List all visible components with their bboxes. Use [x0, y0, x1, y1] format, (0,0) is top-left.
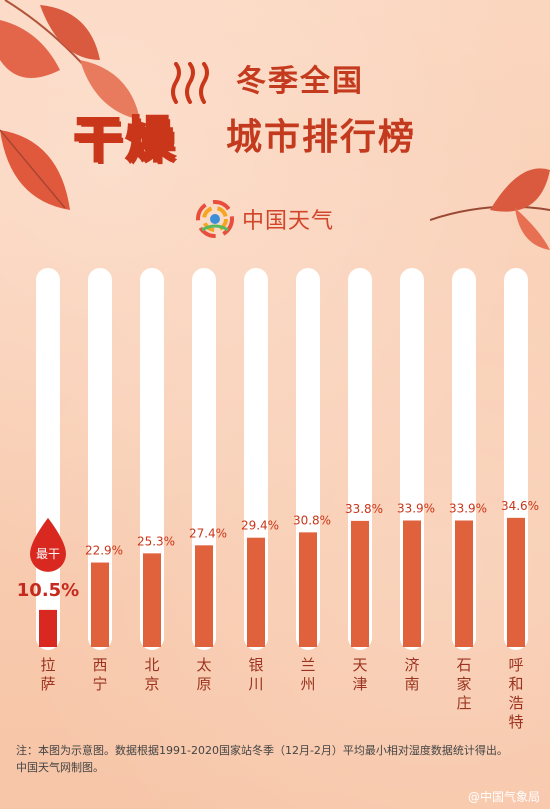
value-label-3: 27.4% — [189, 526, 227, 540]
category-label-2-0: 北 — [144, 656, 159, 674]
category-label-1-1: 宁 — [92, 675, 107, 693]
value-label-6: 33.8% — [345, 502, 383, 516]
brand: 中国天气 — [196, 200, 334, 238]
bar-7 — [403, 520, 421, 647]
heat-waves-icon — [171, 62, 209, 104]
category-label-3-1: 原 — [196, 675, 211, 693]
value-label-7: 33.9% — [397, 502, 435, 516]
category-label-9-2: 浩 — [508, 694, 523, 712]
bar-6 — [351, 520, 369, 647]
tube-1 — [88, 268, 112, 650]
value-label-5: 30.8% — [293, 513, 331, 527]
category-label-4-1: 川 — [248, 675, 263, 693]
drop-icon — [30, 517, 66, 572]
weather-china-logo-icon — [196, 200, 234, 238]
value-label-9: 34.6% — [501, 499, 539, 513]
value-label-2: 25.3% — [137, 534, 175, 548]
category-label-5-1: 州 — [300, 675, 315, 693]
category-label-6-0: 天 — [352, 656, 367, 674]
title-dry: 干燥 — [72, 111, 179, 170]
bar-0 — [39, 609, 57, 647]
value-label-8: 33.9% — [449, 502, 487, 516]
footnote-line1: 注：本图为示意图。数据根据1991-2020国家站冬季（12月-2月）平均最小相… — [16, 744, 508, 757]
bar-3 — [195, 545, 213, 647]
dryness-bar-chart: 最干 10.5% 拉萨 22.9% 西宁 25.3% 北京 27.4% 太原 29.4% 银川 30.… — [17, 268, 539, 731]
category-label-8-2: 庄 — [456, 694, 471, 712]
leaf-top-left-icon — [0, 0, 140, 120]
category-label-9-1: 和 — [508, 675, 523, 693]
bar-1 — [91, 562, 109, 647]
footnote: 注：本图为示意图。数据根据1991-2020国家站冬季（12月-2月）平均最小相… — [16, 742, 536, 776]
category-label-7-0: 济 — [404, 656, 419, 674]
brand-name: 中国天气 — [242, 209, 335, 234]
category-label-9-3: 特 — [508, 713, 523, 731]
category-label-1-0: 西 — [92, 656, 107, 674]
title-rest: 城市排行榜 — [226, 117, 417, 158]
category-label-0-1: 萨 — [40, 675, 55, 693]
category-label-7-1: 南 — [404, 675, 419, 693]
footnote-line2: 中国天气网制图。 — [16, 761, 104, 774]
category-label-8-0: 石 — [456, 656, 471, 674]
credit: @中国气象局 — [467, 790, 540, 804]
bar-8 — [455, 520, 473, 647]
leaf-right-icon — [430, 168, 550, 250]
category-label-0-0: 拉 — [40, 656, 55, 674]
category-label-2-1: 京 — [144, 675, 159, 693]
highlight-label: 最干 — [36, 547, 60, 561]
bar-9 — [507, 517, 525, 647]
leaf-left-icon — [0, 129, 70, 210]
bar-5 — [299, 532, 317, 647]
category-label-9-0: 呼 — [508, 656, 523, 674]
category-label-8-1: 家 — [456, 675, 471, 693]
bar-4 — [247, 537, 265, 647]
value-label-4: 29.4% — [241, 519, 279, 533]
category-label-4-0: 银 — [248, 656, 263, 674]
category-label-5-0: 兰 — [300, 656, 315, 674]
category-label-6-1: 津 — [352, 675, 367, 693]
value-label-1: 22.9% — [85, 544, 123, 558]
value-label-0: 10.5% — [17, 580, 79, 601]
bar-2 — [143, 553, 161, 647]
title-line1: 冬季全国 — [236, 64, 364, 99]
category-label-3-0: 太 — [196, 656, 211, 674]
